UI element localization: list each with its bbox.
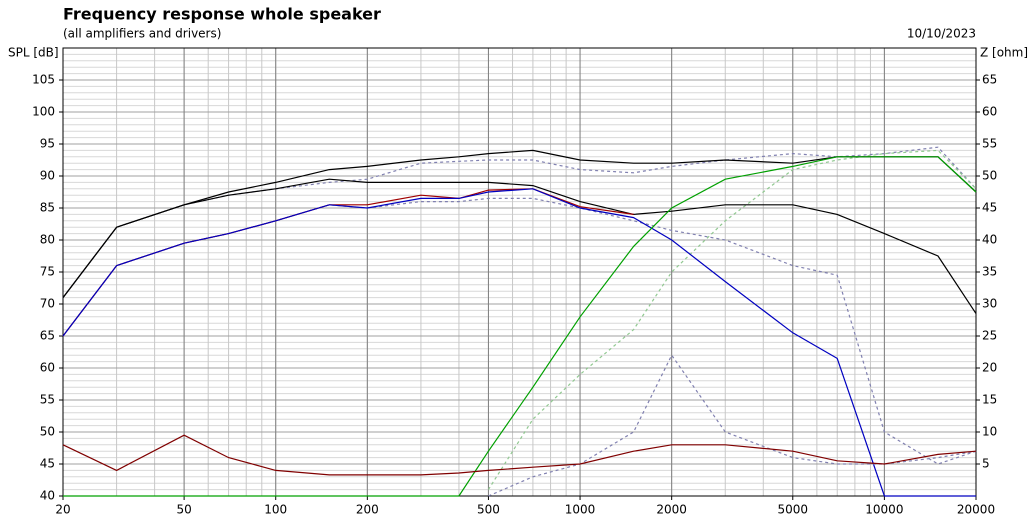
series-line: [62, 434, 977, 476]
y-tick-label: 60: [40, 361, 55, 375]
series-line: [62, 197, 977, 465]
y2-axis-label: Z [ohm]: [980, 46, 1028, 60]
y2-tick-label: 40: [982, 233, 997, 247]
y-tick-label: 100: [32, 105, 55, 119]
y2-tick-label: 35: [982, 265, 997, 279]
y2-tick-label: 50: [982, 169, 997, 183]
x-tick-label: 20: [55, 503, 70, 517]
chart-title: Frequency response whole speaker: [63, 5, 381, 24]
x-tick-label: 2000: [656, 503, 687, 517]
y2-tick-label: 65: [982, 73, 997, 87]
y-tick-label: 40: [40, 489, 55, 503]
y-tick-label: 80: [40, 233, 55, 247]
y-tick-label: 65: [40, 329, 55, 343]
y-tick-label: 70: [40, 297, 55, 311]
chart-date: 10/10/2023: [907, 27, 976, 41]
y-axis-label: SPL [dB]: [8, 46, 59, 60]
y-tick-label: 75: [40, 265, 55, 279]
series-line: [62, 146, 977, 298]
series-line: [62, 188, 976, 497]
plot-frame: [62, 47, 977, 497]
x-tick-label: 50: [176, 503, 191, 517]
x-tick-label: 200: [356, 503, 379, 517]
y2-tick-label: 55: [982, 137, 997, 151]
series-line: [62, 188, 634, 337]
y-tick-label: 45: [40, 457, 55, 471]
x-tick-label: 500: [477, 503, 500, 517]
y-tick-label: 55: [40, 393, 55, 407]
y2-tick-label: 30: [982, 297, 997, 311]
x-tick-label: 10000: [865, 503, 903, 517]
series-line: [487, 149, 977, 490]
y-tick-label: 95: [40, 137, 55, 151]
y-tick-label: 105: [32, 73, 55, 87]
series-line: [62, 178, 977, 314]
series-line: [63, 156, 977, 497]
y2-tick-label: 5: [982, 457, 990, 471]
x-tick-label: 100: [264, 503, 287, 517]
y2-tick-label: 45: [982, 201, 997, 215]
y2-tick-label: 20: [982, 361, 997, 375]
y2-tick-label: 60: [982, 105, 997, 119]
x-tick-label: 20000: [957, 503, 995, 517]
y-tick-label: 90: [40, 169, 55, 183]
y-tick-label: 50: [40, 425, 55, 439]
chart-subtitle: (all amplifiers and drivers): [63, 27, 221, 41]
y2-tick-label: 25: [982, 329, 997, 343]
x-tick-label: 1000: [565, 503, 596, 517]
y-tick-label: 85: [40, 201, 55, 215]
y2-tick-label: 15: [982, 393, 997, 407]
x-tick-label: 5000: [777, 503, 808, 517]
y2-tick-label: 10: [982, 425, 997, 439]
series-line: [62, 149, 977, 298]
